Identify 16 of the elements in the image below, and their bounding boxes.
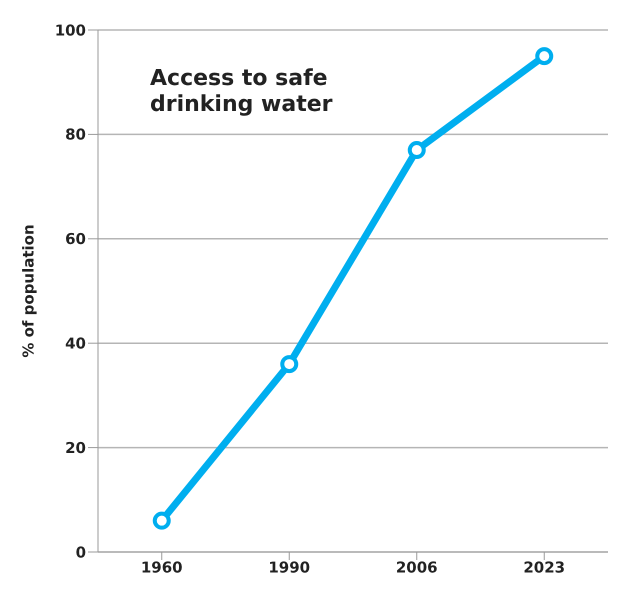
text: Access to safe drinking water (150, 66, 334, 119)
y-tick-label: 40 (65, 334, 86, 353)
x-tick-label: 2023 (523, 558, 566, 577)
point (152, 512, 171, 530)
point (280, 355, 298, 374)
x-tick-label: 2006 (396, 558, 438, 577)
y-tick-label: 100 (54, 21, 86, 40)
y-axis-title: % of population (19, 224, 38, 358)
y-tick-label: 20 (65, 438, 86, 457)
y-tick-label: 0 (76, 543, 86, 562)
y-tick-label: 60 (65, 230, 86, 248)
point (535, 47, 554, 66)
y-tick-label: 80 (65, 126, 86, 144)
x-tick-label: 1960 (140, 558, 183, 577)
point (408, 141, 426, 160)
x-tick-label: 1990 (268, 558, 310, 577)
